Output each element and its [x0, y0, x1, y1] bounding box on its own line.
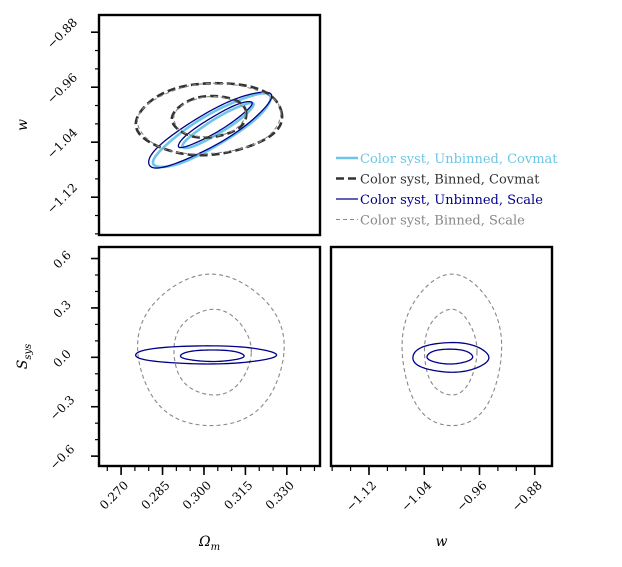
y-tick-label: −0.3: [47, 393, 78, 424]
panel-frame: [97, 245, 322, 468]
contour-group: [401, 273, 503, 427]
y-tick-label: 0.6: [50, 248, 73, 271]
legend-entry-0: Color syst, Unbinned, Covmat: [360, 152, 558, 167]
panel-w_vs_omega_m: −1.12 −1.04 −0.96 −0.88 w: [15, 13, 322, 237]
contour-group: [134, 81, 284, 169]
x-tick-label: −1.12: [343, 478, 379, 514]
panel-s_sys_vs_omega_m: −0.6 −0.3 0.0 0.3 0.6 Ssys 0.270 0.285 0.300 0.31…: [15, 245, 322, 553]
legend: Color syst, Unbinned, Covmat Color syst, …: [336, 152, 558, 229]
contour-color-syst-unbinned-scale: [426, 348, 474, 365]
panel-frame: [97, 13, 322, 237]
x-tick-label: −0.96: [454, 478, 490, 514]
legend-entry-3: Color syst, Binned, Scale: [360, 214, 525, 229]
contour-color-syst-binned-scale: [173, 308, 252, 396]
x-tick-label: 0.315: [221, 478, 255, 512]
contour-color-syst-binned-scale: [136, 82, 282, 155]
x-tick-label: 0.300: [180, 478, 214, 512]
contour-color-syst-binned-scale: [401, 273, 503, 427]
y-tick-label: −1.12: [44, 180, 80, 216]
x-tick-label: 0.270: [97, 478, 131, 512]
contour-color-syst-unbinned-covmat: [151, 91, 273, 169]
x-tick-label: −1.04: [398, 478, 434, 514]
y-tick-label: 0.3: [50, 297, 73, 320]
contour-color-syst-binned-scale: [136, 273, 285, 427]
x-axis-label: w: [436, 534, 448, 550]
y-tick-label: −0.6: [47, 442, 78, 473]
contour-color-syst-unbinned-scale: [148, 91, 273, 169]
x-tick-label: −0.88: [509, 478, 545, 514]
y-tick-label: −0.96: [44, 70, 80, 106]
x-tick-label: 0.330: [263, 478, 297, 512]
y-tick-label: −1.04: [44, 125, 80, 161]
panel-frame: [329, 245, 554, 468]
contour-color-syst-unbinned-scale: [412, 341, 490, 373]
contour-color-syst-unbinned-scale: [177, 100, 253, 149]
y-axis-label: Ssys: [15, 344, 34, 370]
contour-group: [135, 273, 285, 427]
x-tick-label: 0.285: [138, 478, 172, 512]
y-axis-label: w: [15, 119, 31, 131]
contour-color-syst-unbinned-scale: [135, 345, 278, 365]
legend-entry-1: Color syst, Binned, Covmat: [360, 173, 540, 188]
x-axis-label: Ωm: [198, 534, 220, 553]
y-tick-label: −0.88: [44, 15, 80, 51]
y-tick-label: 0.0: [50, 347, 73, 370]
panel-s_sys_vs_w: −1.12 −1.04 −0.96 −0.88 w: [329, 245, 554, 550]
legend-entry-2: Color syst, Unbinned, Scale: [360, 193, 543, 208]
contour-color-syst-unbinned-scale: [179, 349, 245, 363]
contour-color-syst-binned-covmat: [170, 94, 248, 139]
